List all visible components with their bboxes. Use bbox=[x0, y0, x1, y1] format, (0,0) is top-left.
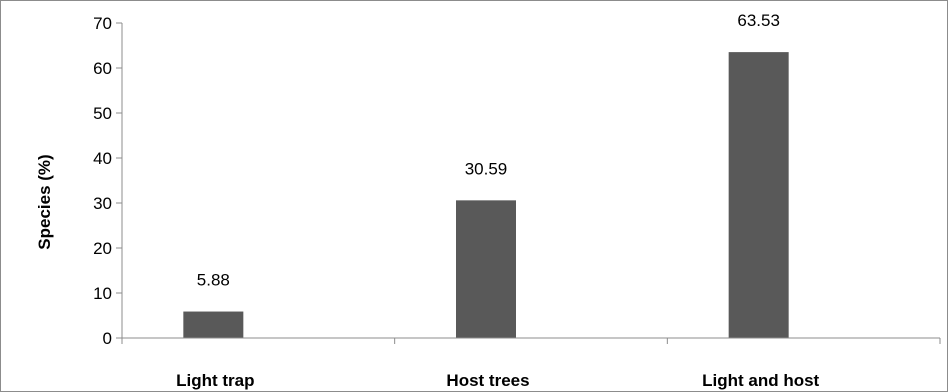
x-category-label: Host trees bbox=[446, 371, 529, 390]
y-tick-label: 30 bbox=[93, 194, 112, 213]
x-category-label: Light and host bbox=[702, 371, 819, 390]
x-category-label: Light trap bbox=[176, 371, 254, 390]
bar bbox=[183, 311, 244, 338]
data-label: 30.59 bbox=[465, 159, 508, 178]
bar bbox=[728, 52, 789, 339]
y-tick-label: 50 bbox=[93, 104, 112, 123]
y-tick-label: 70 bbox=[93, 14, 112, 33]
bars: 5.88 30.59 63.53 bbox=[183, 11, 789, 339]
x-axis: Light trap Host trees Light and host bbox=[121, 337, 941, 390]
y-tick-label: 60 bbox=[93, 59, 112, 78]
y-tick-label: 10 bbox=[93, 284, 112, 303]
y-axis-title: Species (%) bbox=[35, 154, 54, 249]
y-tick-label: 40 bbox=[93, 149, 112, 168]
bar bbox=[456, 200, 516, 338]
data-label: 63.53 bbox=[737, 11, 780, 30]
y-tick-label: 20 bbox=[93, 239, 112, 258]
y-axis: 0 10 20 30 40 50 60 70 bbox=[93, 14, 123, 348]
y-tick-label: 0 bbox=[103, 329, 112, 348]
data-label: 5.88 bbox=[197, 271, 230, 290]
